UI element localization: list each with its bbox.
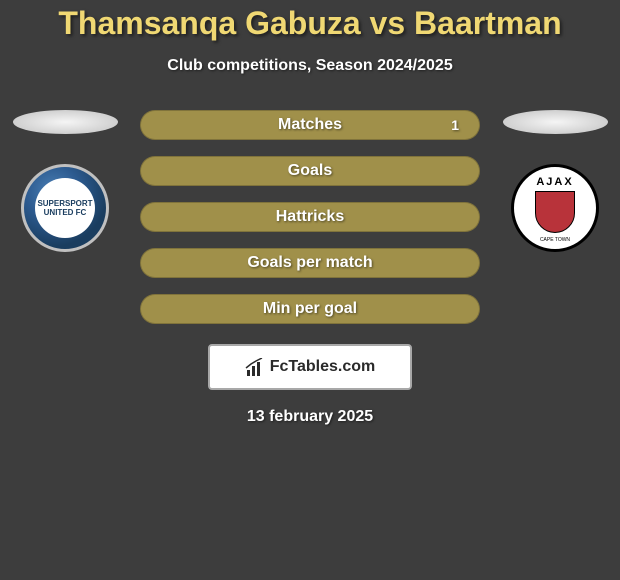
left-player-ellipse <box>13 110 118 134</box>
brand-box: FcTables.com <box>208 344 413 390</box>
page-title: Thamsanqa Gabuza vs Baartman <box>0 5 620 42</box>
main-container: Thamsanqa Gabuza vs Baartman Club compet… <box>0 0 620 426</box>
stat-bar-hattricks: Hattricks <box>140 202 480 232</box>
footer: FcTables.com 13 february 2025 <box>0 344 620 426</box>
right-player-column: AJAX CAPE TOWN <box>500 110 610 252</box>
stat-value-right: 1 <box>451 117 459 133</box>
stat-label: Goals <box>288 162 332 180</box>
subtitle: Club competitions, Season 2024/2025 <box>0 57 620 75</box>
chart-icon <box>245 358 265 376</box>
stat-label: Hattricks <box>276 208 344 226</box>
stat-bar-min-per-goal: Min per goal <box>140 294 480 324</box>
date-text: 13 february 2025 <box>0 408 620 426</box>
stat-label: Min per goal <box>263 300 357 318</box>
stat-bar-goals: Goals <box>140 156 480 186</box>
stats-column: Matches 1 Goals Hattricks Goals per matc… <box>140 110 480 324</box>
brand-text: FcTables.com <box>270 358 376 376</box>
stat-bar-goals-per-match: Goals per match <box>140 248 480 278</box>
stat-label: Goals per match <box>247 254 372 272</box>
supersport-logo-icon: SUPERSPORT UNITED FC <box>21 164 109 252</box>
ajax-text-top: AJAX <box>536 176 573 188</box>
ajax-shield-icon <box>535 191 575 233</box>
right-club-logo: AJAX CAPE TOWN <box>505 164 605 252</box>
stat-label: Matches <box>278 116 342 134</box>
comparison-row: SUPERSPORT UNITED FC Matches 1 Goals Hat… <box>0 110 620 324</box>
ajax-text-bottom: CAPE TOWN <box>540 237 570 243</box>
brand-logo: FcTables.com <box>245 358 376 376</box>
left-logo-text: SUPERSPORT UNITED FC <box>35 178 95 238</box>
stat-bar-matches: Matches 1 <box>140 110 480 140</box>
left-player-column: SUPERSPORT UNITED FC <box>10 110 120 252</box>
right-player-ellipse <box>503 110 608 134</box>
left-club-logo: SUPERSPORT UNITED FC <box>15 164 115 252</box>
ajax-logo-icon: AJAX CAPE TOWN <box>511 164 599 252</box>
